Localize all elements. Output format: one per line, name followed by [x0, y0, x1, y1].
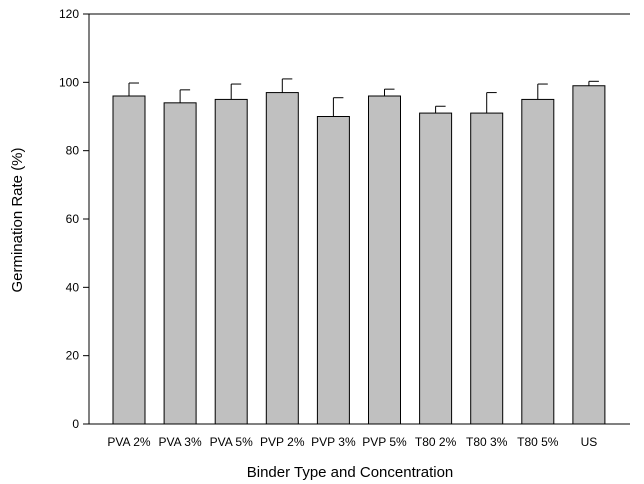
x-tick-label: T80 3% — [466, 435, 508, 449]
bar — [572, 85, 606, 425]
bar — [470, 112, 504, 425]
bars-group — [112, 85, 606, 425]
bar — [521, 98, 555, 425]
x-axis: PVA 2% PVA 3% PVA 5% PVP 2% PVP 3% PVP 5% T80 … — [107, 435, 597, 449]
bar — [214, 98, 248, 425]
bar — [368, 95, 401, 425]
x-axis-title: Binder Type and Concentration — [247, 464, 454, 481]
x-tick-label: PVA 3% — [159, 435, 202, 449]
error-bars-group — [128, 78, 599, 117]
bar — [112, 95, 146, 425]
x-tick-label: PVP 2% — [260, 435, 305, 449]
x-tick-label: US — [581, 435, 598, 449]
bar — [265, 92, 299, 425]
x-tick-label: PVA 5% — [210, 435, 253, 449]
x-tick-label: PVA 2% — [107, 435, 150, 449]
x-tick-label: T80 2% — [415, 435, 457, 449]
bar — [419, 112, 453, 425]
bar — [163, 102, 197, 425]
y-tick-label: 120 — [59, 7, 79, 21]
y-axis-title: Germination Rate (%) — [9, 147, 26, 292]
x-tick-label: T80 5% — [517, 435, 559, 449]
x-tick-label: PVP 5% — [362, 435, 407, 449]
bar — [316, 116, 350, 425]
x-tick-label: PVP 3% — [311, 435, 356, 449]
y-tick-label: 80 — [66, 144, 80, 158]
y-tick-label: 40 — [66, 280, 80, 294]
y-tick-label: 0 — [72, 417, 79, 431]
y-tick-label: 60 — [66, 212, 80, 226]
y-tick-label: 100 — [59, 75, 79, 89]
y-axis: 0 20 40 60 80 100 120 — [59, 7, 89, 431]
y-tick-label: 20 — [66, 349, 80, 363]
